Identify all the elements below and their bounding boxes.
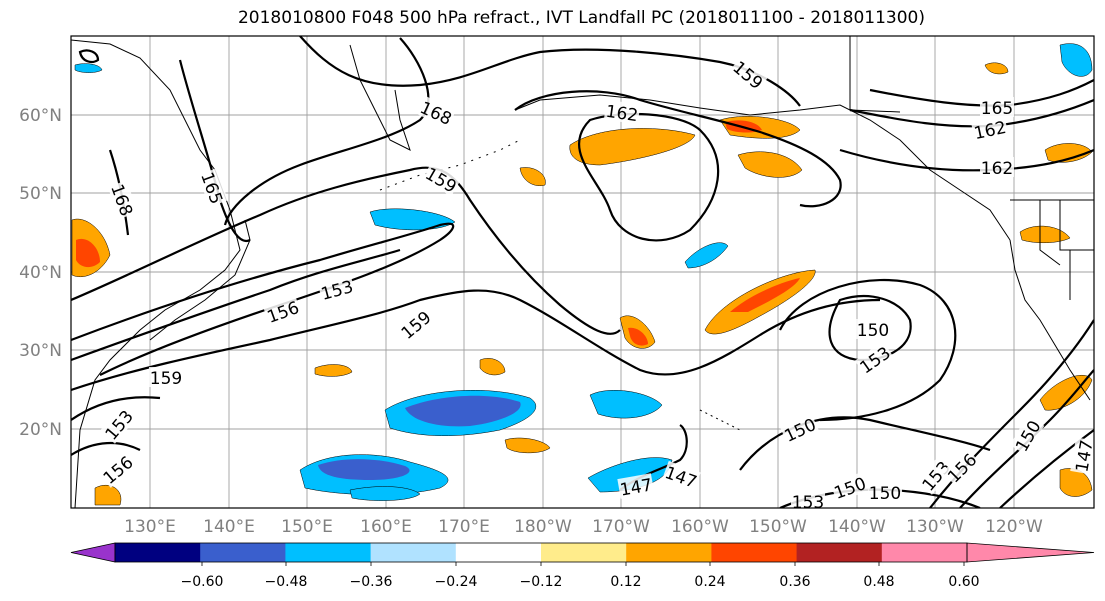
lat-label-3: 30°N [19,341,62,361]
colorbar-tick-6: 0.24 [694,574,725,590]
shade-pos-11 [504,437,551,454]
contour-153-jet [71,248,401,362]
colorbar-tick-7: 0.36 [779,574,810,590]
shade-pos-13 [314,364,353,377]
shade-pos-4b [730,278,800,312]
contour-label-11: 159 [150,369,182,389]
lat-label-1: 50°N [19,184,62,204]
colorbar-segment-6 [541,543,627,562]
shade-pos-3 [737,151,803,178]
shade-pos-1 [569,128,696,166]
coast-asia [71,39,241,508]
lon-label-10: 130°W [906,517,964,537]
contour-159-south [71,289,881,392]
lon-label-7: 160°W [671,517,729,537]
contour-159-ns [71,166,621,335]
shade-neg-2b [405,395,521,427]
shade-pos-5b [628,327,648,346]
lon-label-1: 140°E [203,517,255,537]
contour-162-alaska [514,90,842,208]
contour-label-13: 150 [857,321,889,341]
shade-pos-16 [984,62,1009,75]
contour-label-5: 162 [981,159,1013,179]
colorbar-tick-1: −0.48 [265,574,308,590]
colorbar-tick-0: −0.60 [181,574,224,590]
border-states-1 [1039,200,1094,300]
lon-label-8: 150°W [749,517,807,537]
lon-label-5: 180°W [514,517,572,537]
contour-coast-3 [999,429,1094,508]
shaded-anomalies [71,43,1093,506]
shade-neg-7 [684,242,729,269]
colorbar-tick-5: 0.12 [610,574,641,590]
shade-neg-3 [589,390,663,419]
shade-pos-15 [519,167,546,186]
contour-162-north [223,37,430,226]
contour-153-east [779,278,957,422]
colorbar-segment-3 [285,543,372,562]
latitude-labels: 60°N 50°N 40°N 30°N 20°N [19,106,62,440]
shade-neg-1b [318,459,410,480]
coast-alaska [514,94,1011,241]
colorbar-segment-9 [796,543,883,562]
colorbar-segment-7 [626,543,712,562]
contour-coast-2 [959,369,1094,508]
shade-neg-9 [74,63,103,73]
contour-loop-gulf [577,112,720,242]
contour-label-3: 165 [981,99,1013,119]
map-frame [70,35,1095,509]
shade-pos-12 [479,358,506,376]
coast-hawaii [699,409,741,431]
lat-label-2: 40°N [19,263,62,283]
coast-west-na [1009,239,1091,401]
contour-156-jet-1 [71,222,455,376]
colorbar-extend-low [70,542,116,563]
contour-label-25: 147 [1072,438,1097,473]
colorbar-segment-8 [711,543,798,562]
contour-label-21: 150 [869,484,901,504]
chart-title: 2018010800 F048 500 hPa refract., IVT La… [237,8,925,28]
shade-neg-8 [1059,43,1093,77]
colorbar-segment-10 [881,543,968,562]
colorbar-tick-2: −0.36 [350,574,393,590]
contour-west-small [71,396,161,456]
contour-blob-1 [78,49,100,63]
contour-150-east [828,295,912,362]
lon-label-11: 120°W [985,517,1043,537]
shade-neg-5 [349,486,421,501]
shade-pos-8 [1019,225,1071,243]
shade-neg-6 [369,208,456,231]
gridlines [71,36,1094,508]
colorbar-tick-9: 0.60 [948,574,979,590]
shade-pos-6b [76,238,100,268]
colorbar-segment-2 [200,543,286,562]
colorbar-extend-high [966,542,1095,563]
contour-label-1: 162 [604,102,639,126]
colorbar-segment-1 [115,543,201,562]
lat-label-4: 20°N [19,420,62,440]
contour-150-south [739,416,991,471]
colorbar-segment-5 [455,543,542,562]
colorbar-tick-4: −0.12 [520,574,563,590]
colorbar: −0.60 −0.48 −0.36 −0.24 −0.12 0.12 0.24 0.36 0.4… [70,542,1095,590]
lat-label-0: 60°N [19,106,62,126]
shade-pos-14 [94,484,122,506]
lon-label-4: 170°E [438,517,490,537]
lon-label-2: 150°E [281,517,333,537]
colorbar-segment-4 [370,543,457,562]
lon-label-0: 130°E [124,517,176,537]
lon-label-3: 160°E [360,517,412,537]
colorbar-tick-3: −0.24 [435,574,478,590]
lon-label-6: 170°W [592,517,650,537]
contour-label-26: 153 [792,493,824,513]
colorbar-tick-8: 0.48 [863,574,894,590]
longitude-labels: 130°E 140°E 150°E 160°E 170°E 180°W 170°W 160°W… [124,517,1043,537]
lon-label-9: 140°W [828,517,886,537]
